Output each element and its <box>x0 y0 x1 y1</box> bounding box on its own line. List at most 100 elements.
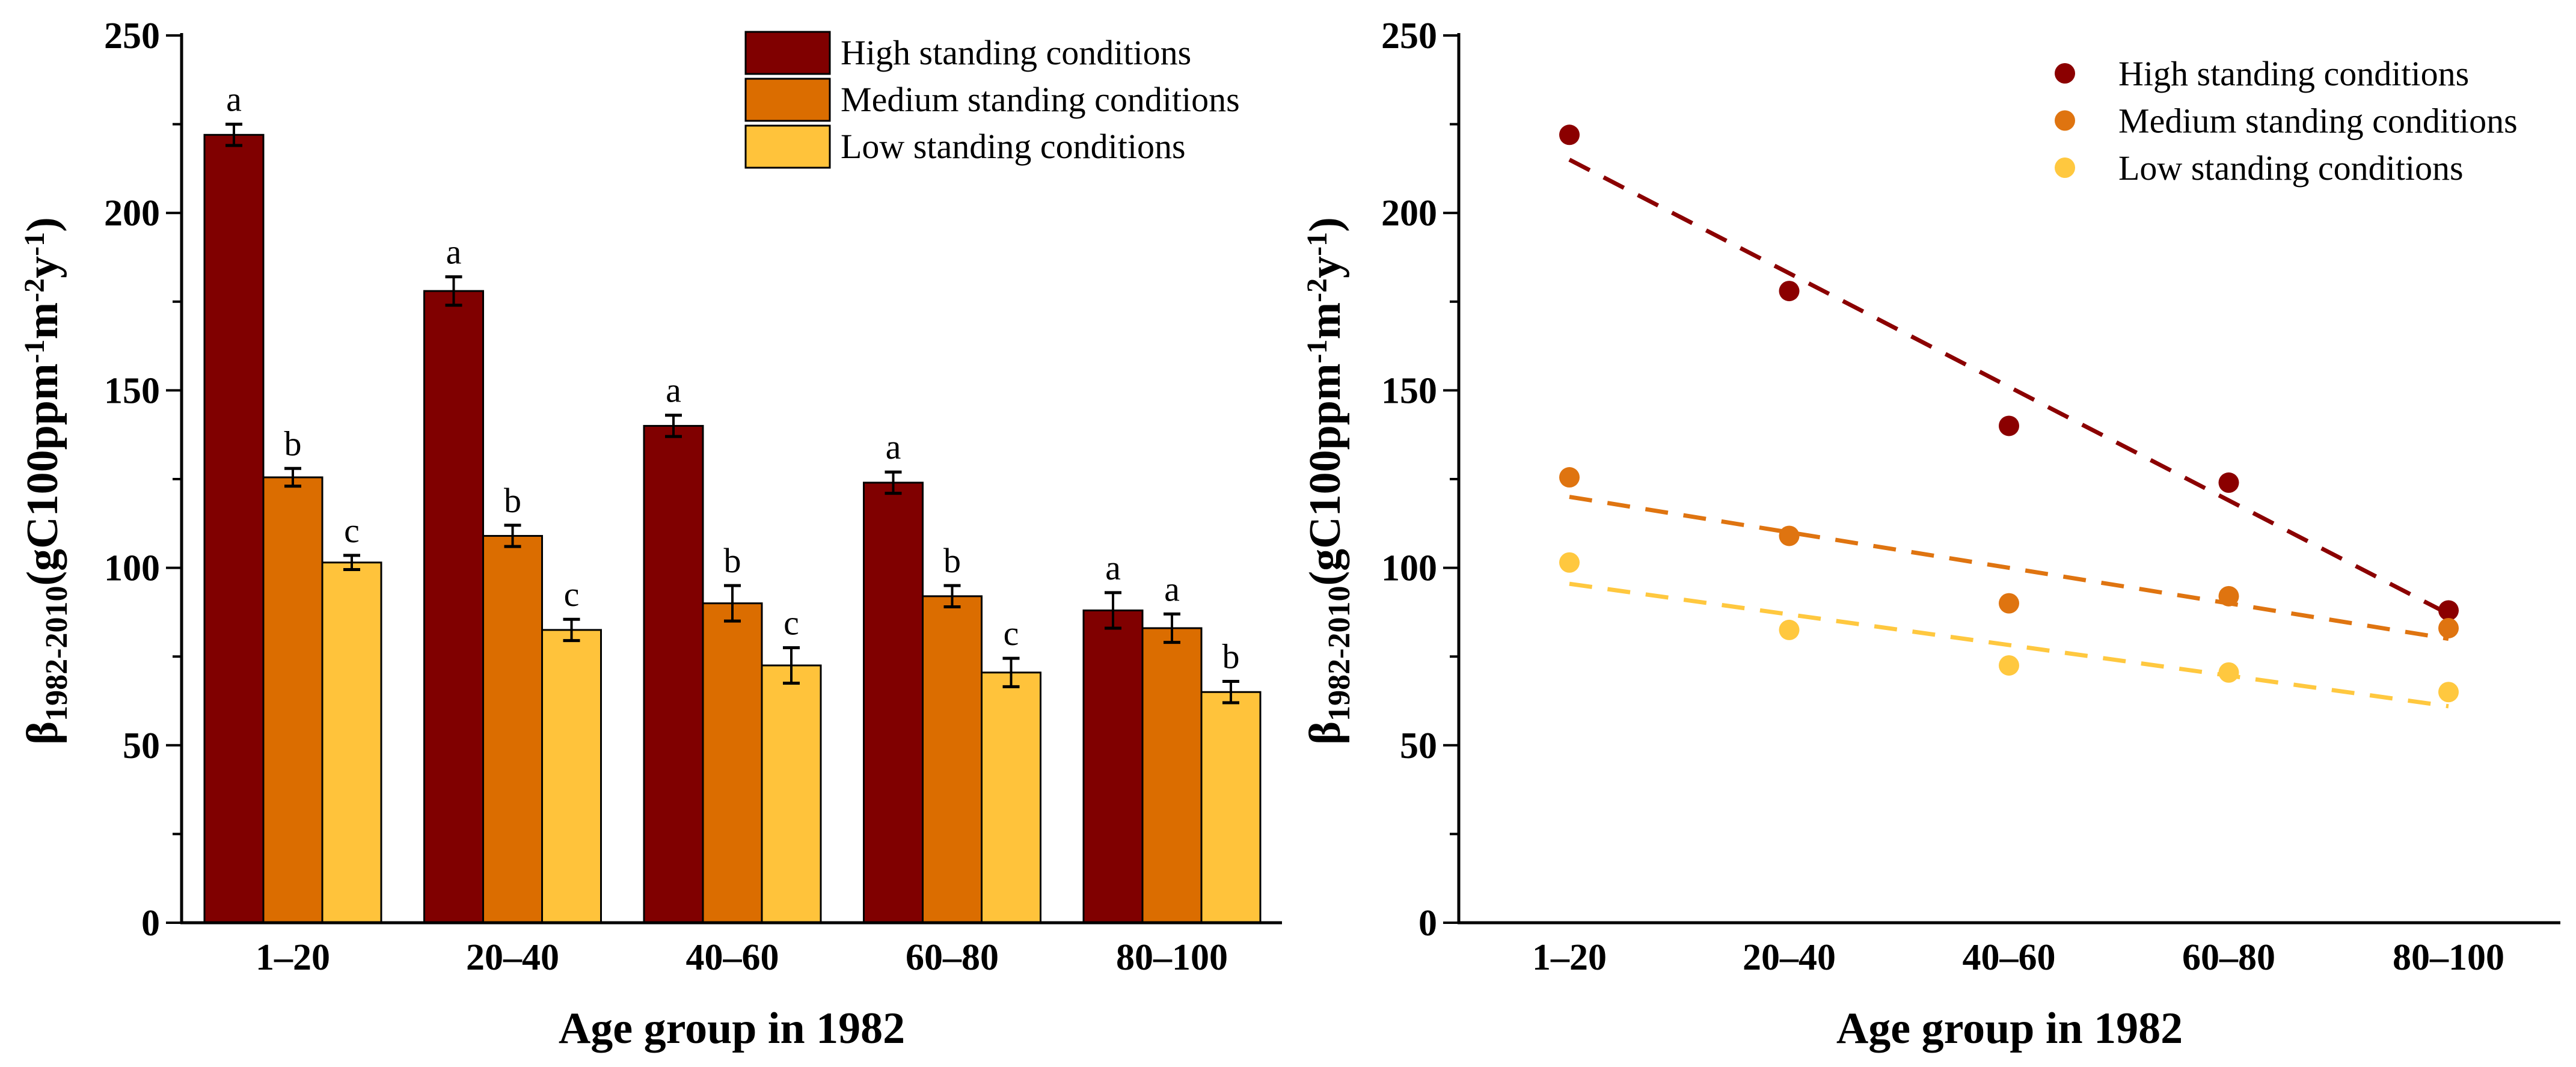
point-medium <box>1559 467 1580 488</box>
y-axis-title-part: -2 <box>1301 278 1333 302</box>
significance-letter: a <box>886 427 901 466</box>
y-tick-label: 150 <box>104 370 160 411</box>
trend-line-high <box>1568 157 2450 616</box>
significance-letter: a <box>446 232 462 271</box>
point-low <box>2218 662 2239 683</box>
legend-marker-medium <box>2055 110 2075 131</box>
y-axis-title-part: m <box>18 302 67 340</box>
point-low <box>1999 655 2019 676</box>
point-high <box>1559 124 1580 145</box>
y-axis-title-part: 1982-2010 <box>40 585 74 721</box>
y-tick-label: 0 <box>1418 903 1437 944</box>
legend-label: Medium standing conditions <box>841 80 1240 119</box>
point-low <box>1559 552 1580 573</box>
y-tick-label: 200 <box>104 193 160 234</box>
y-axis-title-part: β <box>1301 721 1350 745</box>
significance-letter: a <box>1164 569 1180 608</box>
bar-low <box>1200 691 1262 924</box>
significance-letter: a <box>1105 548 1121 587</box>
y-axis-title-part: -1 <box>1301 232 1333 256</box>
y-tick-label: 150 <box>1381 370 1437 411</box>
x-tick-label: 40–60 <box>686 937 779 978</box>
bar-low <box>541 629 602 924</box>
y-axis-title-part: (gC100ppm <box>18 363 67 585</box>
legend-swatch-low <box>744 124 831 169</box>
significance-letter: c <box>784 603 799 642</box>
y-axis-title-part: β <box>18 721 67 745</box>
legend-swatch-medium <box>744 78 831 122</box>
bar-high <box>643 424 704 924</box>
bar-medium <box>262 476 324 924</box>
trend-line-low <box>1569 581 2449 709</box>
point-high <box>2438 600 2459 621</box>
point-medium <box>2218 585 2239 607</box>
significance-letter: c <box>1004 614 1019 653</box>
y-tick-label: 50 <box>123 726 160 766</box>
significance-letter: b <box>284 424 302 463</box>
bar-medium <box>922 595 983 924</box>
legend-label: Low standing conditions <box>841 127 1186 166</box>
legend-label: High standing conditions <box>841 33 1191 72</box>
y-axis-title: β1982-2010(gC100ppm-1m-2y-1) <box>18 217 74 745</box>
y-axis-title-part: -1 <box>19 339 51 363</box>
significance-letter: c <box>344 511 360 550</box>
legend-marker-high <box>2055 63 2075 84</box>
bar-low <box>761 664 822 924</box>
point-high <box>2218 472 2239 493</box>
point-medium <box>1999 593 2019 614</box>
x-tick-label: 60–80 <box>2182 937 2275 978</box>
y-tick-label: 50 <box>1400 726 1437 766</box>
y-axis-title-part: y <box>1301 256 1350 278</box>
bar-chart-panel: a a a a a b b b b a c c c c b 1–20 20–40 40–60 60–80 80–100… <box>18 16 1282 1053</box>
y-axis-title-part: y <box>18 256 67 278</box>
bar-low <box>981 671 1041 924</box>
point-high <box>1999 415 2019 436</box>
trend-line-medium <box>1569 495 2449 641</box>
x-tick-label: 60–80 <box>906 937 999 978</box>
y-tick-label: 250 <box>104 16 160 57</box>
x-tick-label: 40–60 <box>1963 937 2056 978</box>
bar-medium <box>1141 627 1203 924</box>
significance-letter: a <box>226 80 242 119</box>
significance-letter: b <box>1222 637 1240 676</box>
bar-high <box>863 482 924 924</box>
y-axis-title-part: ) <box>1301 217 1350 232</box>
y-axis-title-part: m <box>1301 302 1350 340</box>
significance-letter: c <box>564 575 580 614</box>
x-tick-label: 1–20 <box>256 937 330 978</box>
legend-label: High standing conditions <box>2118 54 2469 93</box>
x-tick-label: 80–100 <box>1116 937 1228 978</box>
y-tick-label: 100 <box>1381 548 1437 589</box>
y-axis-title: β1982-2010(gC100ppm-1m-2y-1) <box>1301 217 1357 745</box>
x-axis-title: Age group in 1982 <box>1836 1004 2183 1053</box>
bar-low <box>321 561 382 924</box>
y-tick-label: 0 <box>141 903 160 944</box>
significance-letter: b <box>943 541 961 580</box>
bar-high <box>1082 609 1144 924</box>
y-tick-label: 200 <box>1381 193 1437 234</box>
legend-marker-low <box>2055 157 2075 178</box>
y-axis-title-part: (gC100ppm <box>1301 363 1350 585</box>
y-tick-label: 250 <box>1381 16 1437 57</box>
legend-label: Medium standing conditions <box>2118 102 2518 141</box>
point-high <box>1779 281 1800 302</box>
point-low <box>2438 682 2459 703</box>
bar-medium <box>482 534 543 924</box>
point-low <box>1779 619 1800 640</box>
y-axis-title-part: ) <box>18 217 67 232</box>
bar-high <box>203 133 265 924</box>
significance-letter: b <box>504 481 521 520</box>
point-medium <box>2438 617 2459 638</box>
legend-label: Low standing conditions <box>2118 148 2464 188</box>
x-axis-title: Age group in 1982 <box>559 1004 905 1053</box>
x-tick-label: 20–40 <box>466 937 559 978</box>
x-tick-label: 1–20 <box>1532 937 1607 978</box>
significance-letter: b <box>724 541 741 580</box>
y-axis-title-part: 1982-2010 <box>1322 585 1357 721</box>
bar-medium <box>702 602 763 924</box>
y-axis-title-part: -1 <box>1301 339 1333 363</box>
x-tick-label: 20–40 <box>1743 937 1836 978</box>
significance-letter: a <box>666 371 681 410</box>
scatter-chart-panel: 1–20 20–40 40–60 60–80 80–100 0 50 100 150 200 250… <box>1301 16 2560 1053</box>
